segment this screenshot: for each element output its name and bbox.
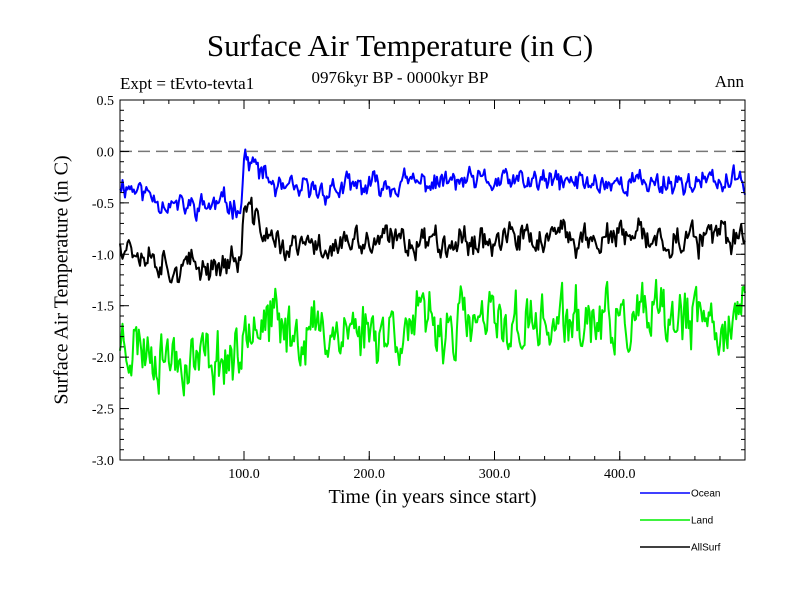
legend-label-ocean: Ocean xyxy=(691,489,720,500)
y-tick-label: -3.0 xyxy=(92,454,114,469)
chart-subtitle: 0976kyr BP - 0000kyr BP xyxy=(311,68,489,87)
x-axis-label: Time (in years since start) xyxy=(328,486,537,508)
series-line-ocean xyxy=(119,148,746,222)
y-tick-label: -0.5 xyxy=(92,197,114,212)
y-tick-label: -1.5 xyxy=(92,300,114,315)
y-tick-label: 0.5 xyxy=(97,94,115,109)
series-line-land xyxy=(119,278,746,397)
legend-label-allsurf: AllSurf xyxy=(691,543,721,554)
plot-frame xyxy=(119,99,746,461)
season-label: Ann xyxy=(714,72,744,91)
experiment-label: Expt = tEvto-tevta1 xyxy=(120,74,255,93)
y-tick-label: 0.0 xyxy=(97,145,115,160)
x-tick-label: 100.0 xyxy=(228,467,260,482)
y-tick-label: -2.0 xyxy=(92,351,114,366)
x-tick-label: 400.0 xyxy=(604,467,636,482)
series-line-allsurf xyxy=(119,196,746,284)
y-tick-label: -2.5 xyxy=(92,403,114,418)
chart-title: Surface Air Temperature (in C) xyxy=(206,28,594,63)
y-tick-label: -1.0 xyxy=(92,248,114,263)
x-tick-label: 200.0 xyxy=(353,467,385,482)
legend-label-land: Land xyxy=(691,516,713,527)
x-tick-label: 300.0 xyxy=(479,467,511,482)
